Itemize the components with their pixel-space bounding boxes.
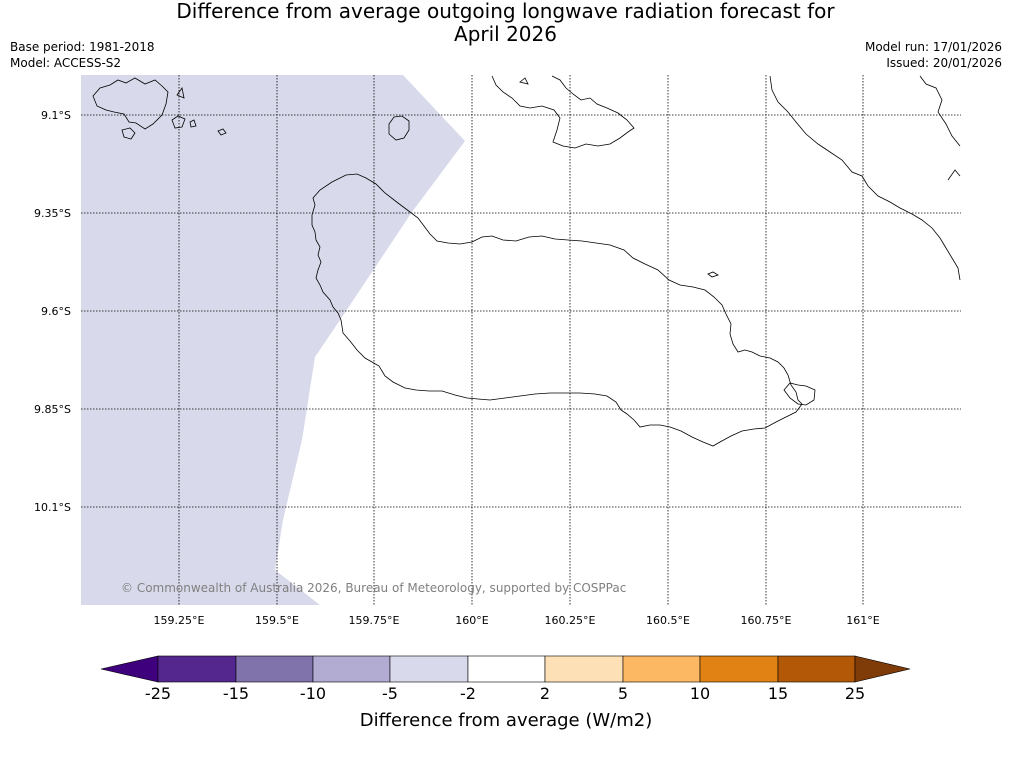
colorbar-tick-label: 25 [845,684,865,703]
base-period: Base period: 1981-2018 [10,40,155,54]
colorbar-extend-high [854,655,911,683]
lon-label: 159.25°E [154,614,205,627]
meta-left: Base period: 1981-2018 Model: ACCESS-S2 [10,39,155,71]
colorbar-title: Difference from average (W/m2) [360,710,652,731]
savo-island [388,115,410,141]
colorbar-tick-label: 5 [618,684,628,703]
lat-label: 9.1°S [41,109,71,122]
colorbar-tick-label: -5 [382,684,398,703]
copyright-notice: © Commonwealth of Australia 2026, Bureau… [121,581,626,595]
colorbar-tick-label: 10 [690,684,710,703]
malaita-islet [947,169,961,181]
colorbar-segment [157,655,237,683]
colorbar-segment [312,655,391,683]
colorbar-segment [235,655,314,683]
colorbar-extend-low [100,655,159,683]
florida-islet [519,77,529,85]
russell-islands [92,77,169,130]
colorbar-tick-label: -15 [223,684,249,703]
colorbar-segment [699,655,779,683]
shaded-region [81,75,465,605]
marau-islets [783,382,816,406]
colorbar-tick-label: 2 [540,684,550,703]
florida-islands [491,75,635,149]
lon-label: 159.5°E [255,614,299,627]
guadalcanal-coast [311,173,803,447]
colorbar-tick-label: -10 [300,684,326,703]
lon-label: 159.75°E [349,614,400,627]
lon-label: 160.75°E [741,614,792,627]
lon-label: 160°E [455,614,488,627]
lon-label: 160.5°E [646,614,690,627]
lat-label: 9.35°S [34,207,71,220]
colorbar-segment [777,655,856,683]
title-line-2: April 2026 [454,22,557,46]
russell-islet-2 [171,115,186,129]
map-panel: © Commonwealth of Australia 2026, Bureau… [81,75,961,605]
title-line-1: Difference from average outgoing longwav… [176,0,835,23]
issued-date: Issued: 20/01/2026 [886,56,1002,70]
map-title: Difference from average outgoing longwav… [0,0,1011,46]
small-islet [707,271,719,278]
malaita-north [919,75,961,147]
lon-label: 161°E [846,614,879,627]
latitude-labels: 9.1°S 9.35°S 9.6°S 9.85°S 10.1°S [34,109,71,514]
russell-islet-3 [176,87,185,99]
coastlines [92,75,961,447]
model-run: Model run: 17/01/2026 [864,40,1002,54]
russell-islet-4 [217,128,227,136]
graticule [81,75,961,605]
lon-label: 160.25°E [545,614,596,627]
malaita-coast [769,75,961,281]
lat-label: 9.85°S [34,403,71,416]
colorbar-segment [622,655,701,683]
colorbar-segment [467,655,546,683]
longitude-labels: 159.25°E 159.5°E 159.75°E 160°E 160.25°E… [154,614,880,627]
model-name: Model: ACCESS-S2 [10,56,122,70]
colorbar-tick-label: 15 [768,684,788,703]
russell-islet-1 [121,127,136,140]
lat-label: 9.6°S [41,305,71,318]
russell-islet-5 [189,119,197,128]
colorbar-segment [389,655,469,683]
colorbar-ticks: -25 -15 -10 -5 -2 2 5 10 15 25 [145,684,865,703]
colorbar-tick-label: -2 [460,684,476,703]
colorbar-segment [544,655,624,683]
meta-right: Model run: 17/01/2026 Issued: 20/01/2026 [865,39,1002,71]
colorbar-tick-label: -25 [145,684,171,703]
lat-label: 10.1°S [34,501,71,514]
colorbar: -25 -15 -10 -5 -2 2 5 10 15 25 Differenc… [100,655,911,731]
